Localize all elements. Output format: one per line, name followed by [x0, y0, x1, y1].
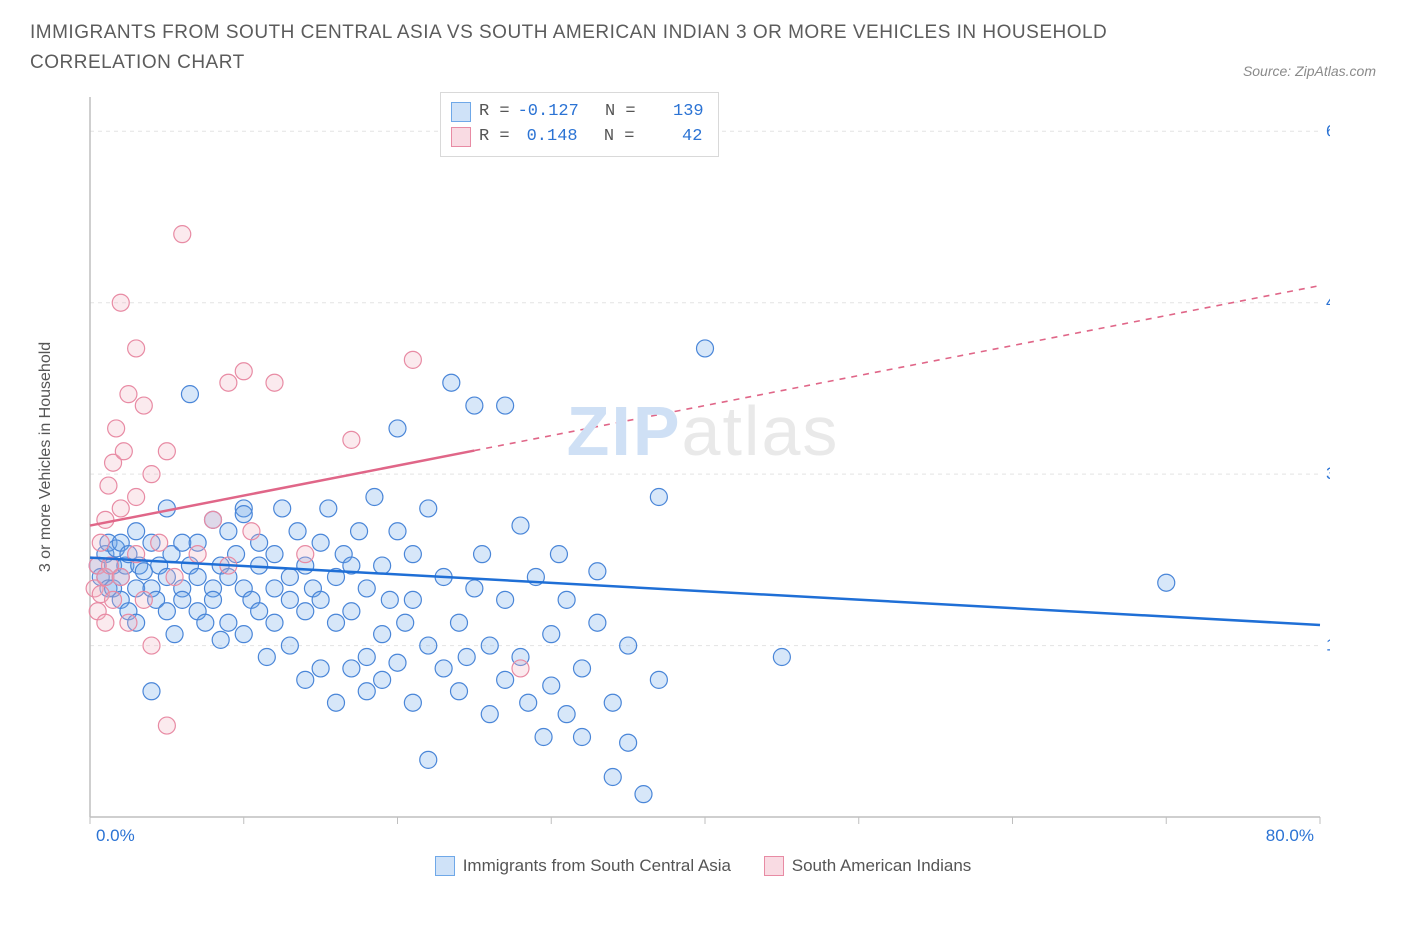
r-label: R = [479, 99, 510, 125]
svg-text:3 or more Vehicles in Househol: 3 or more Vehicles in Household [37, 342, 54, 572]
legend: Immigrants from South Central Asia South… [30, 856, 1376, 881]
svg-text:30.0%: 30.0% [1326, 464, 1330, 483]
svg-text:80.0%: 80.0% [1266, 826, 1314, 845]
legend-swatch-0 [435, 856, 455, 876]
r-value: 0.148 [518, 124, 578, 150]
svg-text:45.0%: 45.0% [1326, 292, 1330, 311]
source-label: Source: ZipAtlas.com [1243, 63, 1376, 79]
n-value: 42 [642, 124, 702, 150]
scatter-chart: 15.0% 30.0% 45.0% 60.0% 0.0% 80.0% 3 or more V… [30, 87, 1330, 847]
legend-label: South American Indians [792, 856, 972, 876]
n-label: N = [605, 99, 636, 125]
stats-row: R = 0.148 N = 42 [451, 124, 704, 150]
series-swatch-1 [451, 127, 471, 147]
stats-row: R = -0.127 N = 139 [451, 99, 704, 125]
svg-text:60.0%: 60.0% [1326, 121, 1330, 140]
legend-item: Immigrants from South Central Asia [435, 856, 731, 876]
r-label: R = [479, 124, 510, 150]
legend-item: South American Indians [764, 856, 972, 876]
svg-text:15.0%: 15.0% [1326, 635, 1330, 654]
series-swatch-0 [451, 102, 471, 122]
page-title: IMMIGRANTS FROM SOUTH CENTRAL ASIA VS SO… [30, 18, 1130, 79]
n-value: 139 [644, 99, 704, 125]
stats-box: R = -0.127 N = 139 R = 0.148 N = 42 [440, 92, 719, 157]
n-label: N = [604, 124, 635, 150]
svg-text:0.0%: 0.0% [96, 826, 135, 845]
chart-container: 15.0% 30.0% 45.0% 60.0% 0.0% 80.0% 3 or more V… [30, 87, 1376, 852]
legend-label: Immigrants from South Central Asia [463, 856, 731, 876]
r-value: -0.127 [518, 99, 579, 125]
legend-swatch-1 [764, 856, 784, 876]
